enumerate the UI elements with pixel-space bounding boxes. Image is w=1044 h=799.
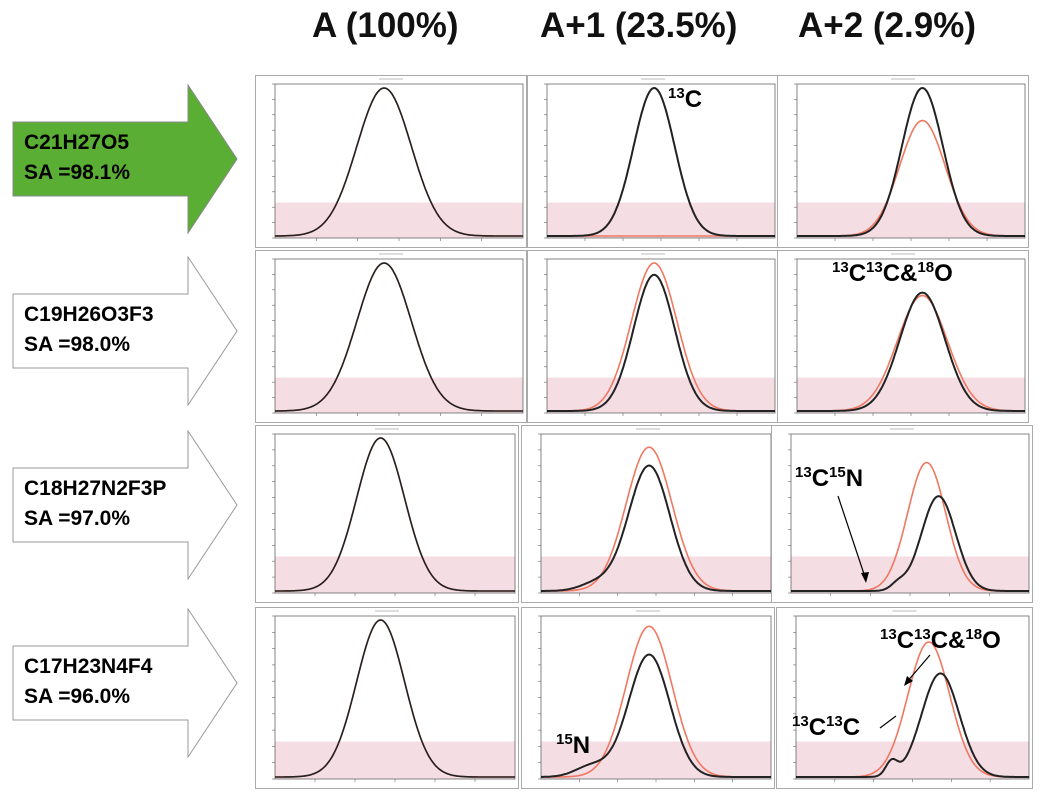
annotation-13c13c: 13C13C [792, 713, 861, 741]
annotation-row3-el-2: N [845, 465, 864, 492]
spectrum-plot [771, 425, 1033, 603]
annotation-13c13c-iso-2: 13 [826, 713, 843, 730]
annotation-row2-iso-1: 13 [832, 259, 849, 276]
annotation-row3-iso-2: 15 [829, 464, 846, 481]
annotation-row4-iso-2: 13 [914, 626, 931, 643]
spectrum-plot [527, 250, 779, 423]
spectrum-plot [527, 75, 779, 248]
column-header-a: A (100%) [312, 6, 459, 45]
annotation-row2-el-2: C& [882, 260, 918, 287]
annotation-row4-el-1: C [896, 627, 915, 654]
annotation-row4-el-2: C& [930, 627, 966, 654]
annotation-13c15n: 13C15N [795, 464, 864, 492]
spectrum-panel-r3-a2 [771, 425, 1033, 603]
formula-row-4: C17H23N4F4 [24, 655, 153, 678]
annotation-row2-iso-2: 13 [866, 259, 883, 276]
annotation-13c13c-el-2: C [842, 714, 861, 741]
spectrum-panel-r2-a [255, 250, 527, 423]
annotation-13c13c-iso-1: 13 [792, 713, 809, 730]
annotation-15n-element: N [572, 732, 591, 759]
annotation-row2-iso-3: 18 [917, 259, 935, 276]
annotation-13c13c-18o-row4: 13C13C&18O [880, 626, 1001, 654]
spectrum-plot [777, 75, 1029, 248]
spectrum-panel-r1-a [255, 75, 527, 248]
arrow-shape-row-4 [12, 608, 238, 758]
annotation-row4-iso-3: 18 [965, 626, 983, 643]
sa-score-row-4: SA =96.0% [24, 685, 131, 708]
spectrum-panel-r3-a [255, 425, 519, 603]
spectrum-panel-r2-a1 [527, 250, 779, 423]
sa-score-row-2: SA =98.0% [24, 333, 131, 356]
formula-row-2: C19H26O3F3 [24, 303, 154, 326]
annotation-row4-el-3: O [982, 627, 1001, 654]
annotation-row3-el-1: C [811, 465, 830, 492]
spectrum-plot [255, 607, 519, 789]
spectrum-plot [521, 607, 775, 789]
formula-row-1: C21H27O5 [24, 131, 130, 154]
column-header-a-plus-2: A+2 (2.9%) [798, 6, 976, 45]
annotation-row4-iso-1: 13 [880, 626, 897, 643]
annotation-row2-el-1: C [848, 260, 867, 287]
annotation-15n: 15N [556, 731, 591, 759]
sa-score-row-1: SA =98.1% [24, 161, 131, 184]
spectrum-panel-r4-a2 [776, 607, 1033, 789]
spectrum-panel-r1-a2 [777, 75, 1029, 248]
spectrum-panel-r4-a1 [521, 607, 775, 789]
annotation-13c13c-el-1: C [808, 714, 827, 741]
annotation-13c13c-18o-row2: 13C13C&18O [832, 259, 953, 287]
spectrum-panel-r1-a1 [527, 75, 779, 248]
formula-arrow-row-4: C17H23N4F4 SA =96.0% [12, 608, 238, 758]
spectrum-plot [255, 425, 519, 603]
spectrum-panel-r3-a1 [521, 425, 775, 603]
annotation-13c: 13C [668, 85, 703, 113]
arrow-shape-row-3 [12, 430, 238, 580]
spectrum-plot [255, 250, 527, 423]
spectrum-panel-r4-a [255, 607, 519, 789]
spectrum-plot [521, 425, 775, 603]
formula-arrow-row-2: C19H26O3F3 SA =98.0% [12, 256, 238, 406]
arrow-shape-row-1 [12, 84, 238, 234]
annotation-row2-el-3: O [934, 260, 953, 287]
annotation-13c-element: C [684, 86, 703, 113]
annotation-13c-isotope: 13 [668, 85, 685, 102]
annotation-15n-isotope: 15 [556, 731, 573, 748]
spectrum-plot [255, 75, 527, 248]
formula-arrow-row-3: C18H27N2F3P SA =97.0% [12, 430, 238, 580]
spectrum-panel-r2-a2 [777, 250, 1029, 423]
formula-arrow-row-1: C21H27O5 SA =98.1% [12, 84, 238, 234]
spectrum-plot [776, 607, 1033, 789]
spectrum-plot [777, 250, 1029, 423]
arrow-shape-row-2 [12, 256, 238, 406]
formula-row-3: C18H27N2F3P [24, 477, 167, 500]
sa-score-row-3: SA =97.0% [24, 507, 131, 530]
annotation-row3-iso-1: 13 [795, 464, 812, 481]
column-header-a-plus-1: A+1 (23.5%) [540, 6, 738, 45]
